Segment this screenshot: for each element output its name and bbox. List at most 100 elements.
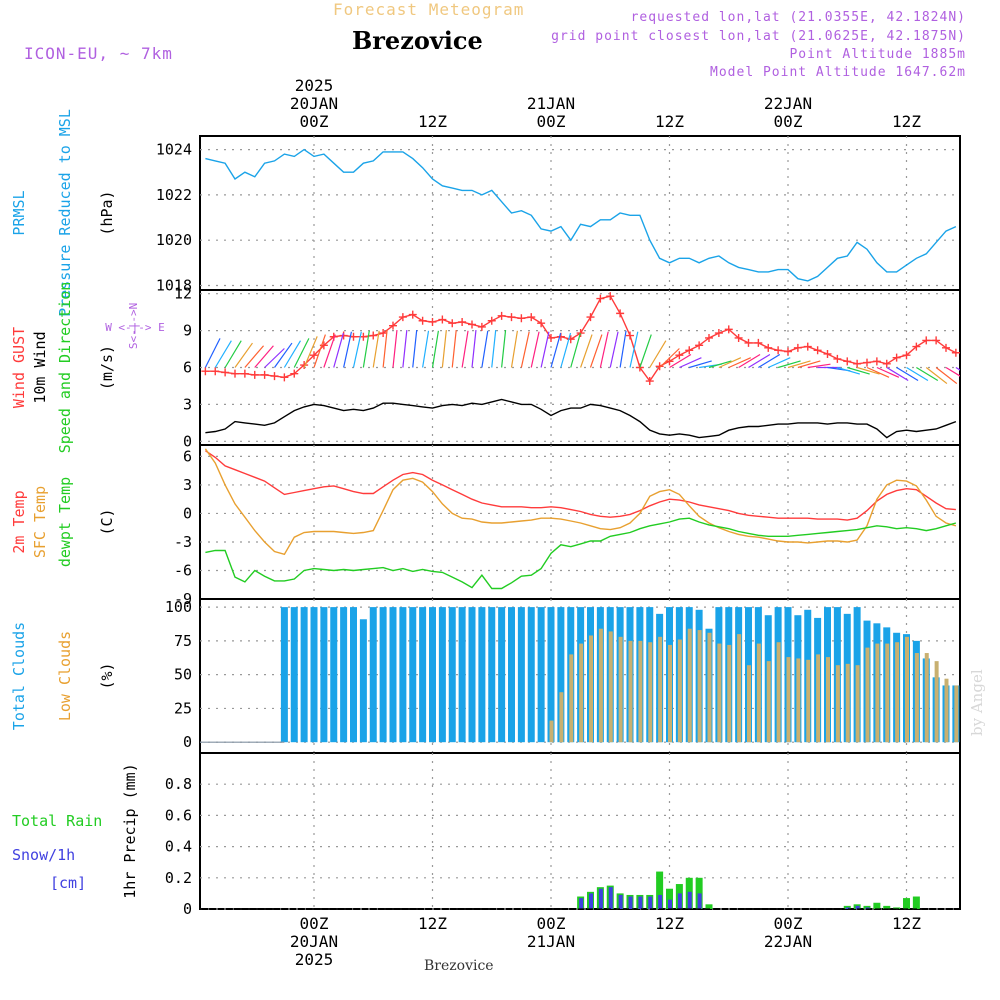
data-bar — [320, 607, 328, 743]
data-bar — [914, 653, 919, 743]
data-bar — [707, 632, 712, 743]
y-tick-label: 3 — [183, 476, 192, 494]
gust-marker — [695, 341, 704, 350]
gust-marker — [823, 349, 832, 358]
data-bar — [806, 659, 811, 743]
wind-direction-arrow — [837, 366, 860, 375]
wind-direction-arrow — [797, 360, 821, 369]
wind-direction-arrow — [392, 330, 398, 368]
data-bar — [448, 607, 456, 743]
bottom-tick-label: 22JAN — [764, 932, 812, 951]
panel-label: Wind GUST — [10, 327, 28, 408]
wind-direction-arrow — [758, 353, 781, 369]
y-tick-label: 0 — [183, 504, 192, 522]
gust-marker — [231, 369, 239, 378]
wind-direction-arrow — [303, 336, 318, 368]
data-bar — [458, 607, 466, 743]
gust-marker — [339, 331, 348, 340]
wind-direction-arrow — [343, 331, 353, 368]
wind-direction-arrow — [422, 330, 430, 368]
wind-direction-arrow — [807, 363, 831, 369]
gust-marker — [270, 372, 279, 381]
wind-direction-arrow — [264, 348, 285, 368]
compass-ns: S<-|->N — [127, 303, 140, 349]
gust-marker — [448, 319, 457, 328]
wind-direction-arrow — [540, 331, 550, 368]
gust-marker — [468, 320, 476, 329]
data-bar — [478, 607, 486, 743]
data-bar — [845, 907, 850, 909]
wind-direction-arrow — [402, 330, 408, 368]
gust-marker — [685, 346, 694, 355]
gust-marker — [616, 309, 625, 318]
gust-marker — [655, 362, 664, 371]
bottom-tick-label: 00Z — [537, 914, 566, 933]
chart-subtitle: Forecast Meteogram — [333, 0, 525, 19]
data-bar — [498, 607, 506, 743]
data-bar — [658, 894, 663, 909]
gust-marker — [221, 368, 230, 377]
y-tick-label: 0.6 — [165, 806, 192, 824]
data-bar — [549, 720, 554, 743]
data-bar — [369, 607, 377, 743]
data-bar — [608, 631, 613, 743]
series-line — [204, 448, 957, 556]
wind-direction-arrow — [916, 366, 939, 382]
y-tick-label: 1020 — [156, 231, 192, 249]
y-tick-label: -9 — [174, 590, 192, 608]
model-label: ICON-EU, ~ 7km — [24, 44, 173, 63]
wind-direction-arrow — [609, 331, 619, 368]
wind-direction-arrow — [896, 366, 919, 382]
gust-marker — [547, 333, 555, 342]
y-tick-label: 6 — [183, 447, 192, 465]
top-tick-label: 21JAN — [527, 94, 575, 113]
data-bar — [944, 678, 949, 743]
gust-marker — [408, 310, 417, 319]
panel-pressure: 1018 1020 1022 1024 PRMSL Pressure Reduced to… — [10, 109, 961, 317]
wind-direction-arrow — [520, 331, 530, 368]
y-tick-label: 6 — [183, 359, 192, 377]
wind-direction-arrow — [510, 330, 518, 368]
wind-direction-arrow — [412, 330, 418, 368]
wind-direction-arrow — [323, 334, 336, 368]
gust-marker — [942, 343, 950, 352]
wind-direction-arrow — [491, 330, 497, 368]
data-bar — [488, 607, 496, 743]
wind-direction-arrow — [856, 366, 880, 375]
wind-direction-arrow — [283, 340, 302, 368]
data-bar — [697, 893, 702, 909]
data-bar — [845, 663, 850, 743]
y-tick-label: -6 — [174, 561, 192, 579]
y-tick-label: 25 — [174, 699, 192, 717]
top-tick-label: 12Z — [892, 112, 921, 131]
wind-direction-arrow — [382, 330, 388, 368]
gust-marker — [882, 359, 891, 368]
wind-direction-arrow — [945, 366, 960, 377]
top-tick-label: 2025 — [295, 76, 334, 95]
wind-direction-arrow — [580, 334, 593, 368]
panel-label: Pressure Reduced to MSL — [56, 109, 74, 317]
data-bar — [638, 896, 643, 909]
panel-frame — [199, 135, 961, 291]
series-line — [205, 148, 957, 282]
wind-direction-arrow — [876, 366, 900, 378]
data-bar — [895, 642, 900, 743]
gust-marker — [507, 313, 516, 322]
panel-frame — [199, 444, 961, 600]
data-bar — [677, 639, 682, 743]
panel-label: SFC Temp — [31, 486, 49, 558]
wind-direction-arrow — [530, 331, 540, 368]
wind-direction-arrow — [925, 367, 948, 385]
wind-direction-arrow — [748, 353, 771, 369]
data-bar — [865, 647, 870, 743]
data-bar — [359, 619, 367, 743]
gust-marker — [626, 331, 634, 340]
wind-direction-arrow — [293, 338, 310, 368]
wind-direction-arrow — [550, 332, 562, 368]
plot-area — [204, 448, 957, 590]
gust-marker — [398, 313, 407, 322]
gust-marker — [586, 313, 595, 322]
wind-direction-arrow — [886, 366, 909, 382]
data-bar — [905, 636, 909, 743]
